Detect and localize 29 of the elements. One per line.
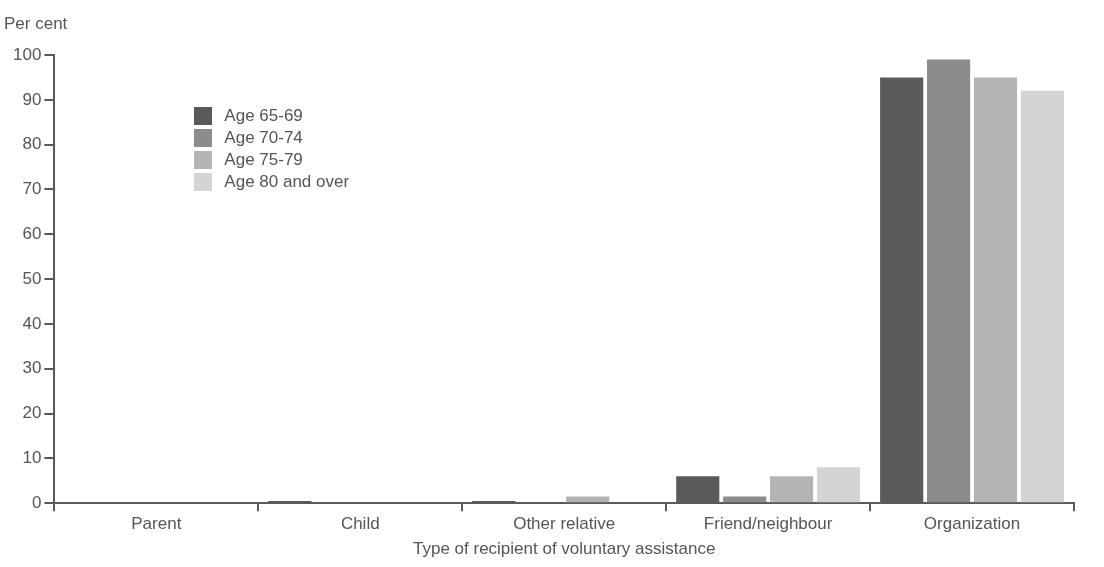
bar xyxy=(566,496,610,503)
x-tick-label: Friend/neighbour xyxy=(703,514,833,534)
y-tick-label: 50 xyxy=(22,268,42,288)
bar xyxy=(927,59,971,503)
y-tick-label: 70 xyxy=(22,179,42,199)
y-tick-label: 100 xyxy=(12,44,42,64)
y-tick-label: 90 xyxy=(22,89,42,109)
y-tick-label: 30 xyxy=(22,358,42,378)
x-axis-title: Type of recipient of voluntary assistance xyxy=(412,539,716,559)
x-tick-label: Child xyxy=(340,514,380,534)
legend-label: Age 75-79 xyxy=(224,150,303,170)
y-tick-label: 60 xyxy=(22,223,42,243)
y-tick-label: 80 xyxy=(22,134,42,154)
bar xyxy=(769,476,814,503)
y-tick-label: 0 xyxy=(31,492,42,512)
x-tick-label: Other relative xyxy=(513,514,616,534)
x-tick-label: Organization xyxy=(923,514,1021,534)
x-tick-label: Parent xyxy=(131,514,182,534)
bar xyxy=(816,467,861,503)
legend-label: Age 70-74 xyxy=(224,128,303,148)
bar xyxy=(973,77,1018,503)
y-tick-label: 10 xyxy=(22,448,42,468)
y-axis-title: Per cent xyxy=(4,14,68,34)
bar xyxy=(1020,90,1064,503)
bar xyxy=(723,496,767,503)
y-tick-label: 20 xyxy=(22,403,42,423)
legend-label: Age 80 and over xyxy=(224,172,350,192)
legend-label: Age 65-69 xyxy=(224,106,303,126)
y-tick-label: 40 xyxy=(22,313,42,333)
